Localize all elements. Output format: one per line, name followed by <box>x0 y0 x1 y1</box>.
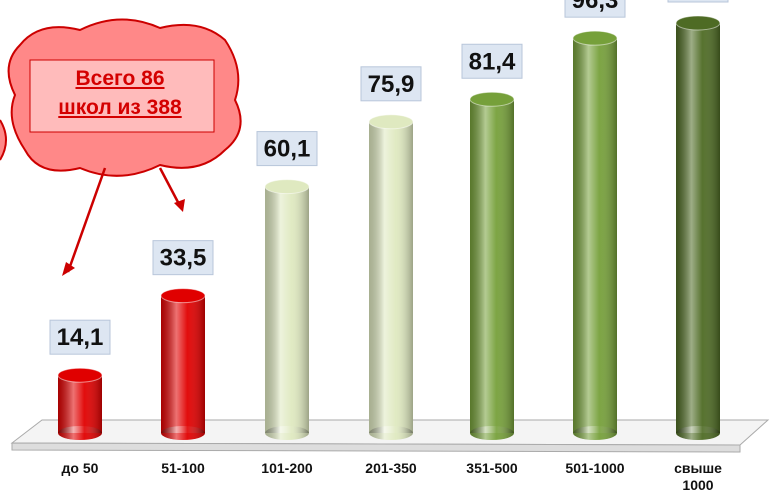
bar-shade <box>161 295 205 433</box>
value-label: 75,9 <box>368 71 415 98</box>
x-tick-text: 501-1000 <box>565 460 625 476</box>
value-label: 96,3 <box>572 0 619 14</box>
bar-shade <box>369 121 413 433</box>
bar-top <box>57 367 103 383</box>
x-tick-label: 201-350 <box>359 460 423 477</box>
x-tick-text: свыше 1000 <box>674 460 722 493</box>
value-label: 60,1 <box>264 136 311 163</box>
arrowhead <box>174 199 185 212</box>
arrow <box>66 167 107 273</box>
bar-top <box>572 30 618 46</box>
bar-base-shade <box>58 426 102 440</box>
bar-top <box>368 114 414 130</box>
value-label: 33,5 <box>160 245 207 272</box>
x-tick-text: до 50 <box>61 460 99 476</box>
x-tick-label: свыше 1000 <box>666 460 730 494</box>
bar-base-shade <box>676 426 720 440</box>
arrow <box>158 167 182 207</box>
value-label-box <box>49 319 111 355</box>
x-tick-text: 201-350 <box>365 460 417 476</box>
bar-shade <box>573 38 617 434</box>
bar-base-shade <box>573 426 617 440</box>
x-tick-text: 51-100 <box>161 460 205 476</box>
cloud-edge <box>0 119 7 161</box>
bar-base-shade <box>369 426 413 440</box>
bar-base-shade <box>265 426 309 440</box>
value-label-box <box>256 131 318 167</box>
callout-line: школ из 388 <box>58 96 182 119</box>
x-tick-label: 351-500 <box>460 460 524 477</box>
x-tick-text: 101-200 <box>261 460 313 476</box>
value-label-box <box>360 66 422 102</box>
callout-text: Всего 86 школ из 388 <box>30 64 210 122</box>
bar-base-shade <box>470 426 514 440</box>
bar-shade <box>265 186 309 433</box>
value-label-box <box>667 0 729 3</box>
bar-shade <box>676 23 720 433</box>
x-tick-text: 351-500 <box>466 460 518 476</box>
bar-top <box>469 91 515 107</box>
arrowhead <box>62 262 75 276</box>
value-label-box <box>564 0 626 18</box>
floor-edge <box>11 442 741 453</box>
value-label: 14,1 <box>57 324 104 351</box>
bar-base-shade <box>161 426 205 440</box>
x-tick-label: до 50 <box>48 460 112 477</box>
bar-shade <box>470 99 514 433</box>
callout-box <box>29 59 215 133</box>
value-label: 81,4 <box>469 48 516 75</box>
bar-top <box>160 288 206 304</box>
x-tick-label: 51-100 <box>151 460 215 477</box>
bar-shade <box>58 375 102 433</box>
bar-top <box>264 179 310 195</box>
x-tick-label: 501-1000 <box>563 460 627 477</box>
callout-line: Всего 86 <box>75 67 165 90</box>
x-tick-label: 101-200 <box>255 460 319 477</box>
value-label-box <box>152 240 214 276</box>
bar-top <box>675 15 721 31</box>
value-label-box <box>461 43 523 79</box>
